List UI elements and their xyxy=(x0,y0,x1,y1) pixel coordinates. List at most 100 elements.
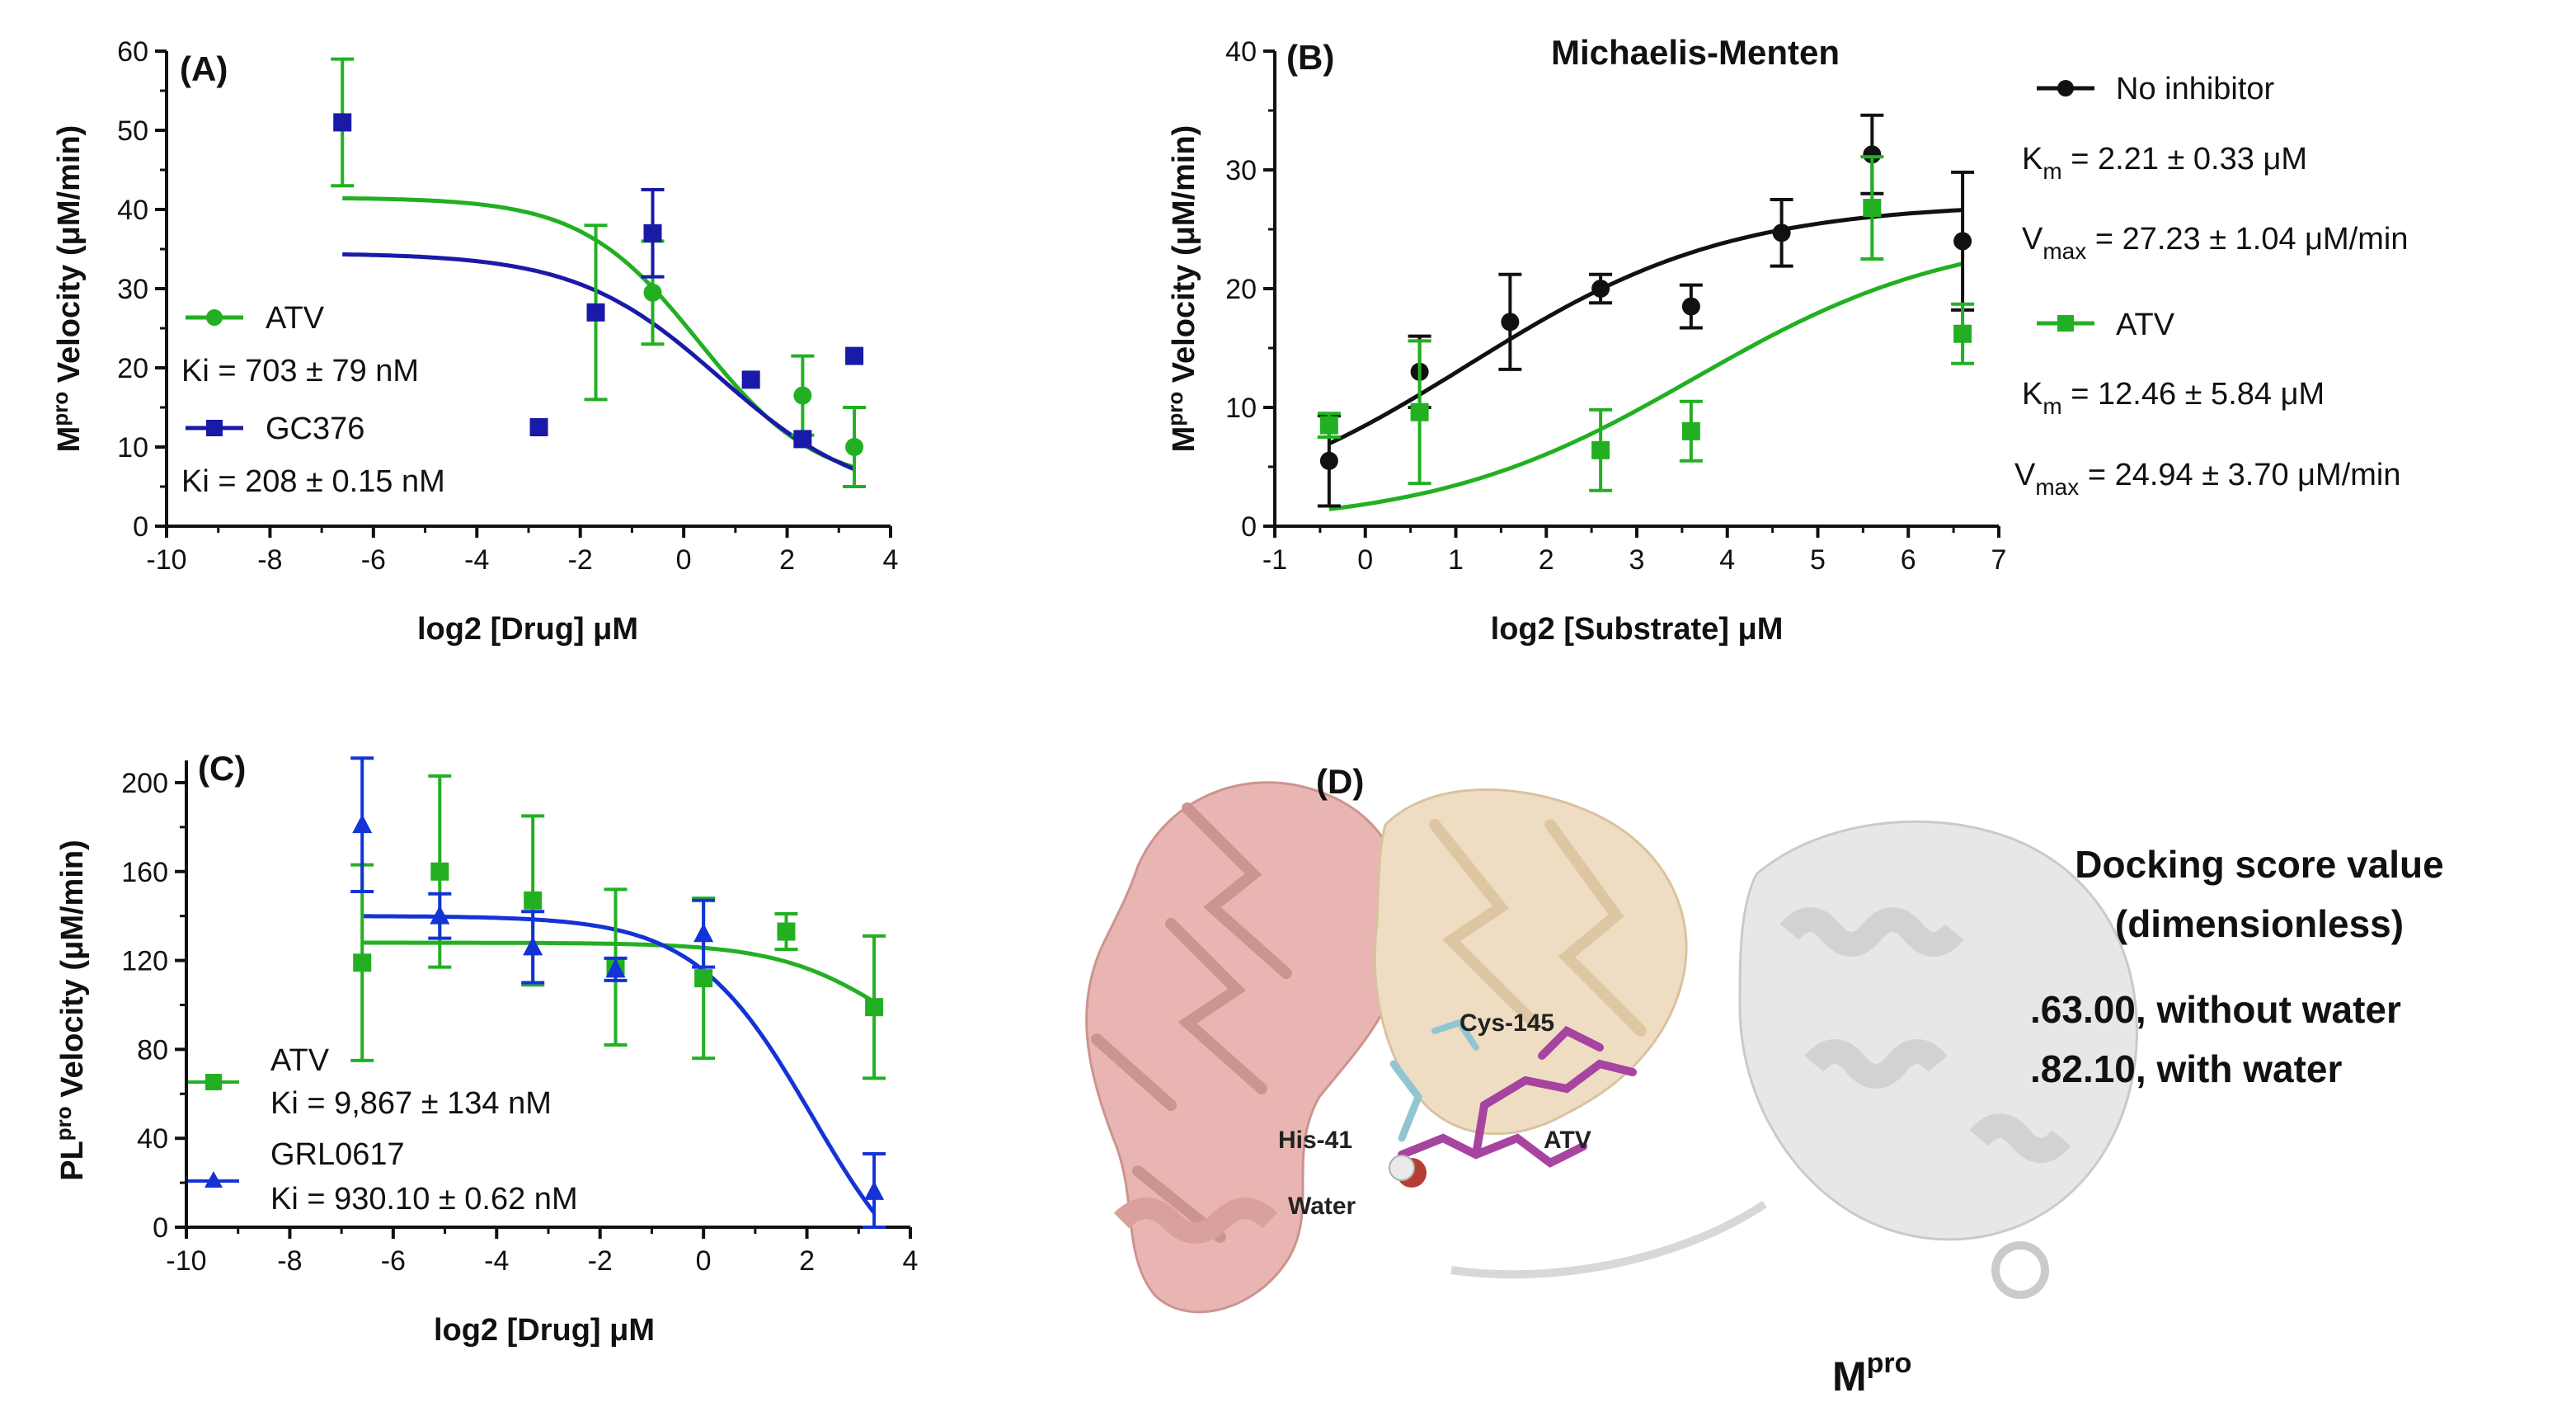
panel-d-label: (D) xyxy=(1316,762,1364,801)
panel-c-point-atv xyxy=(694,969,713,988)
legend-atv-c-marker xyxy=(205,1074,222,1090)
panel-b-point-atv xyxy=(1410,402,1429,421)
water-hydrogen xyxy=(1389,1155,1415,1181)
panel-a-x-axis-title: log2 [Drug] μM xyxy=(417,612,638,647)
grey-coil xyxy=(1991,1241,2049,1299)
panel-b-point-no-inhibitor xyxy=(1681,297,1700,316)
panel-b-point-atv xyxy=(1953,324,1972,343)
legend-no-inhibitor-name: No inhibitor xyxy=(2116,72,2275,106)
panel-a-point-atv xyxy=(643,283,662,302)
panel-c-x-tick-label: -8 xyxy=(277,1245,302,1277)
legend-no-inhibitor-vmax: Vmax = 27.23 ± 1.04 μM/min xyxy=(2022,222,2409,264)
panel-b-y-tick-label: 0 xyxy=(1241,511,1257,543)
label-mpro-main: M xyxy=(1832,1353,1867,1400)
panel-c-x-tick-label: 4 xyxy=(903,1245,919,1277)
panel-b-x-tick-label: 5 xyxy=(1810,544,1826,576)
legend-atv-marker xyxy=(206,309,223,326)
legend-grl0617-name: GRL0617 xyxy=(270,1137,405,1172)
panel-c-x-tick-label: 0 xyxy=(696,1245,712,1277)
docking-score-with-water: .82.10, with water xyxy=(2030,1047,2342,1090)
panel-a-point-atv xyxy=(793,386,812,405)
panel-b-y-axis-title-sup: pro xyxy=(1163,392,1187,426)
docking-score-without-water: .63.00, without water xyxy=(2030,988,2401,1031)
label-atv: ATV xyxy=(1544,1127,1591,1154)
panel-c-y-axis-title-sup: pro xyxy=(51,1106,76,1141)
legend-gc376-name: GC376 xyxy=(266,412,364,446)
panel-b-x-tick-label: 7 xyxy=(1991,544,2007,576)
panel-a-point-gc376 xyxy=(333,113,352,132)
panel-a-y-tick-label: 60 xyxy=(117,36,148,68)
vmax-black-value: = 27.23 ± 1.04 μM/min xyxy=(2086,222,2408,256)
panel-c-y-axis-title: PLpro Velocity (μM/min) xyxy=(51,840,90,1181)
legend-atv-b-marker xyxy=(2057,315,2074,332)
panel-c-x-tick-label: 2 xyxy=(799,1245,815,1277)
legend-atv-b-name: ATV xyxy=(2116,308,2175,342)
panel-a-x-tick-label: -8 xyxy=(257,544,282,576)
panel-b-x-tick-label: 1 xyxy=(1448,544,1464,576)
panel-a-x-tick-label: -10 xyxy=(146,544,186,576)
panel-b-y-tick-label: 30 xyxy=(1225,155,1257,186)
vmax-black-sub: max xyxy=(2042,238,2086,264)
atv-ligand-sticks xyxy=(1398,1025,1637,1168)
label-cys145: Cys-145 xyxy=(1460,1009,1554,1037)
panel-c-point-grl0617 xyxy=(352,814,373,834)
panel-a-x-tick-label: 2 xyxy=(779,544,795,576)
panel-c-point-atv xyxy=(777,922,796,941)
panel-a-point-gc376 xyxy=(529,418,548,436)
panel-c-x-tick-label: -4 xyxy=(484,1245,509,1277)
label-his41: His-41 xyxy=(1278,1127,1352,1154)
panel-a-x-tick-label: -4 xyxy=(464,544,489,576)
panel-a-y-tick-label: 10 xyxy=(117,432,148,464)
panel-b-point-atv xyxy=(1591,440,1610,459)
legend-atv-name: ATV xyxy=(266,301,325,336)
panel-c-point-grl0617 xyxy=(693,923,714,943)
panel-a-y-tick-label: 40 xyxy=(117,195,148,226)
panel-c-point-atv xyxy=(353,953,372,972)
panel-c-y-tick-label: 120 xyxy=(121,946,168,977)
panel-a-x-tick-label: 0 xyxy=(676,544,692,576)
panel-b-y-axis-title: Mpro Velocity (μM/min) xyxy=(1163,125,1201,453)
vmax-green-symbol: V xyxy=(2014,458,2036,492)
vmax-green-value: = 24.94 ± 3.70 μM/min xyxy=(2079,458,2400,492)
panel-a-fit-curve-1 xyxy=(342,252,856,472)
panel-c-point-atv xyxy=(524,891,543,910)
panel-b-point-no-inhibitor xyxy=(1863,145,1882,164)
legend-atv-b-vmax: Vmax = 24.94 ± 3.70 μM/min xyxy=(2014,458,2401,500)
panel-c-y-tick-label: 0 xyxy=(153,1212,168,1244)
tan-strands xyxy=(1429,819,1647,1037)
panel-a-point-gc376 xyxy=(643,224,662,242)
grey-loop xyxy=(1450,1200,1767,1279)
cys145-sticks xyxy=(1431,1019,1479,1051)
panel-a-point-gc376 xyxy=(793,430,812,449)
panel-a-y-axis-title-main: M xyxy=(52,426,87,453)
legend-grl0617-marker xyxy=(204,1171,223,1188)
panel-c-point-atv xyxy=(430,862,449,881)
legend-atv-ki: Ki = 703 ± 79 nM xyxy=(181,354,419,388)
panel-b-fit-curve-0 xyxy=(1328,208,1963,446)
panel-c-label: (C) xyxy=(198,749,246,788)
panel-b-y-axis-title-main: M xyxy=(1167,426,1201,453)
km-black-symbol: K xyxy=(2022,142,2042,176)
vmax-black-symbol: V xyxy=(2022,222,2043,256)
panel-c-y-axis-title-main: PL xyxy=(55,1141,90,1181)
panel-a-point-atv xyxy=(845,438,864,456)
panel-a-y-tick-label: 20 xyxy=(117,353,148,384)
legend-gc376-marker xyxy=(206,420,223,436)
km-green-symbol: K xyxy=(2022,377,2042,412)
panel-c-point-grl0617 xyxy=(864,1180,885,1200)
label-mpro: Mpro xyxy=(1832,1348,1911,1400)
panel-d: (D) Cys-145 His-41 ATV Water Mpro Dockin… xyxy=(1085,762,2444,1400)
panel-b-point-no-inhibitor xyxy=(1591,280,1610,298)
docking-title-line-2: (dimensionless) xyxy=(2115,902,2404,945)
panel-c-x-tick-label: -2 xyxy=(588,1245,613,1277)
panel-a-x-tick-label: 4 xyxy=(883,544,899,576)
panel-c-point-grl0617 xyxy=(523,936,543,956)
panel-c-x-axis-title: log2 [Drug] μM xyxy=(434,1313,655,1348)
legend-no-inhibitor-marker xyxy=(2057,80,2074,96)
panel-c-x-tick-label: -6 xyxy=(381,1245,406,1277)
panel-a-y-tick-label: 30 xyxy=(117,274,148,305)
panel-b-point-no-inhibitor xyxy=(1501,313,1520,332)
